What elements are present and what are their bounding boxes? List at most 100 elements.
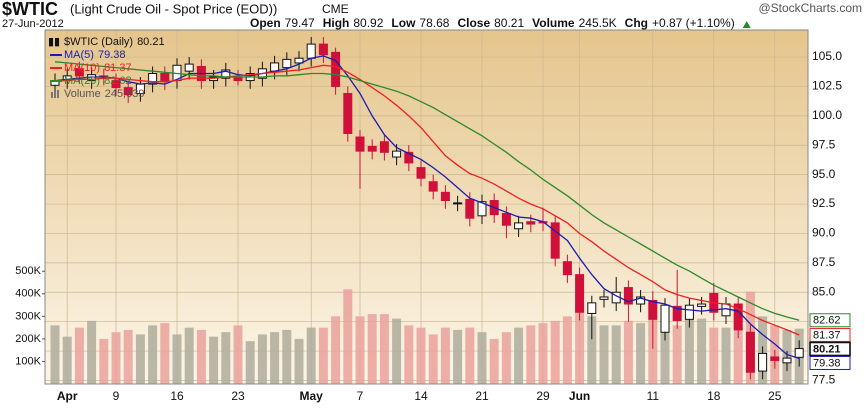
candle-body	[123, 87, 133, 96]
volume-bar	[672, 325, 682, 384]
date: 27-Jun-2012	[2, 18, 64, 30]
volume-bar	[636, 323, 646, 384]
ma-line	[54, 61, 800, 321]
volume-bar	[160, 323, 170, 384]
volume-bar	[489, 338, 499, 384]
volume-bar	[355, 316, 365, 384]
candle-body	[111, 80, 121, 89]
candle-body	[343, 93, 353, 134]
volume-bar	[245, 341, 255, 384]
y-tick-label: 105.0	[812, 49, 842, 63]
x-tick-label: Apr	[57, 389, 78, 403]
volume-bar	[306, 327, 316, 384]
candle-body	[733, 303, 743, 331]
candle-body	[648, 299, 658, 320]
volume-bar	[611, 325, 621, 384]
volume-bar	[709, 327, 719, 384]
legend-name: MA(10)	[64, 62, 100, 74]
candle-body	[294, 57, 304, 64]
volume-bar	[526, 325, 536, 384]
volume-bar	[221, 332, 231, 384]
volume-bar	[318, 327, 328, 384]
candle-body	[440, 191, 450, 202]
volume-bar	[87, 320, 97, 384]
quote-value: 245.5K	[579, 16, 617, 30]
x-tick-label: 23	[231, 389, 245, 403]
value-tag: 81.37	[813, 329, 841, 341]
volume-bar	[184, 327, 194, 384]
candle-body	[148, 73, 158, 85]
volume-bar	[331, 316, 341, 384]
marks	[50, 37, 804, 384]
value-tag: 79.38	[813, 357, 841, 369]
x-tick-label: 16	[170, 389, 184, 403]
volume-bar	[684, 311, 694, 384]
candle-body	[501, 212, 511, 226]
legend-swatch	[51, 92, 53, 98]
plot-background	[45, 30, 808, 384]
volume-bar	[721, 327, 731, 384]
quote-value: 79.47	[285, 16, 315, 30]
volume-bar	[50, 325, 60, 384]
y-tick-label: 92.5	[812, 196, 836, 210]
value-tag-box	[809, 355, 851, 370]
volume-bar	[379, 314, 389, 384]
candle-body	[794, 348, 804, 358]
volume-bar	[282, 329, 292, 384]
candle-body	[623, 287, 633, 305]
candle-body	[221, 69, 231, 79]
volume-bar	[99, 338, 109, 384]
volume-bar	[465, 327, 475, 384]
y-tick-label: 77.5	[812, 373, 836, 387]
volume-bar	[172, 334, 182, 384]
volume-bar	[392, 318, 402, 384]
volume-bar	[538, 323, 548, 384]
value-tag-box	[809, 313, 851, 328]
candle-body	[404, 151, 414, 164]
candle-body	[636, 296, 646, 305]
volume-bar	[196, 329, 206, 384]
legend-name: Volume	[64, 88, 101, 100]
candle-body	[526, 221, 536, 225]
volume-bar	[209, 336, 219, 384]
y-tick-label: 100.0	[812, 108, 842, 122]
legend-name: $WTIC (Daily)	[64, 36, 133, 48]
candle-body	[770, 356, 780, 361]
volume-bar	[453, 329, 463, 384]
candle-body	[160, 73, 170, 83]
ma-line	[55, 64, 800, 336]
candle-body	[684, 304, 694, 320]
candle-body	[318, 43, 328, 56]
candle-body	[514, 222, 524, 230]
volume-bar	[294, 338, 304, 384]
volume-bar	[428, 334, 438, 384]
volume-tick-label: 300K	[15, 310, 41, 322]
grid	[45, 30, 808, 384]
volume-bar	[404, 325, 414, 384]
x-tick-label: 7	[357, 389, 364, 403]
candle-body	[562, 261, 572, 276]
candle-body	[697, 303, 707, 307]
quote-value: +0.87 (+1.10%)	[652, 16, 735, 30]
volume-bar	[74, 327, 84, 384]
up-arrow	[742, 21, 751, 28]
candle-body	[379, 141, 389, 153]
volume-tick-label: 200K	[15, 333, 41, 345]
candle-body	[465, 198, 475, 219]
volume-bar	[343, 289, 353, 384]
quote-label: Close	[457, 16, 490, 30]
quote-value: 80.21	[494, 16, 524, 30]
volume-bar	[270, 332, 280, 384]
symbol: $WTIC	[2, 0, 58, 19]
quote-label: Open	[250, 16, 281, 30]
y-tick-label: 85.0	[812, 284, 836, 298]
x-tick-label: 29	[536, 389, 550, 403]
candle-body	[550, 222, 560, 259]
volume-bar	[233, 325, 243, 384]
volume-bar	[550, 320, 560, 384]
value-tag: 82.62	[813, 315, 841, 327]
legend-name: MA(20)	[64, 75, 100, 87]
volume-bar	[135, 334, 145, 384]
value-tag: 80.21	[813, 343, 841, 355]
